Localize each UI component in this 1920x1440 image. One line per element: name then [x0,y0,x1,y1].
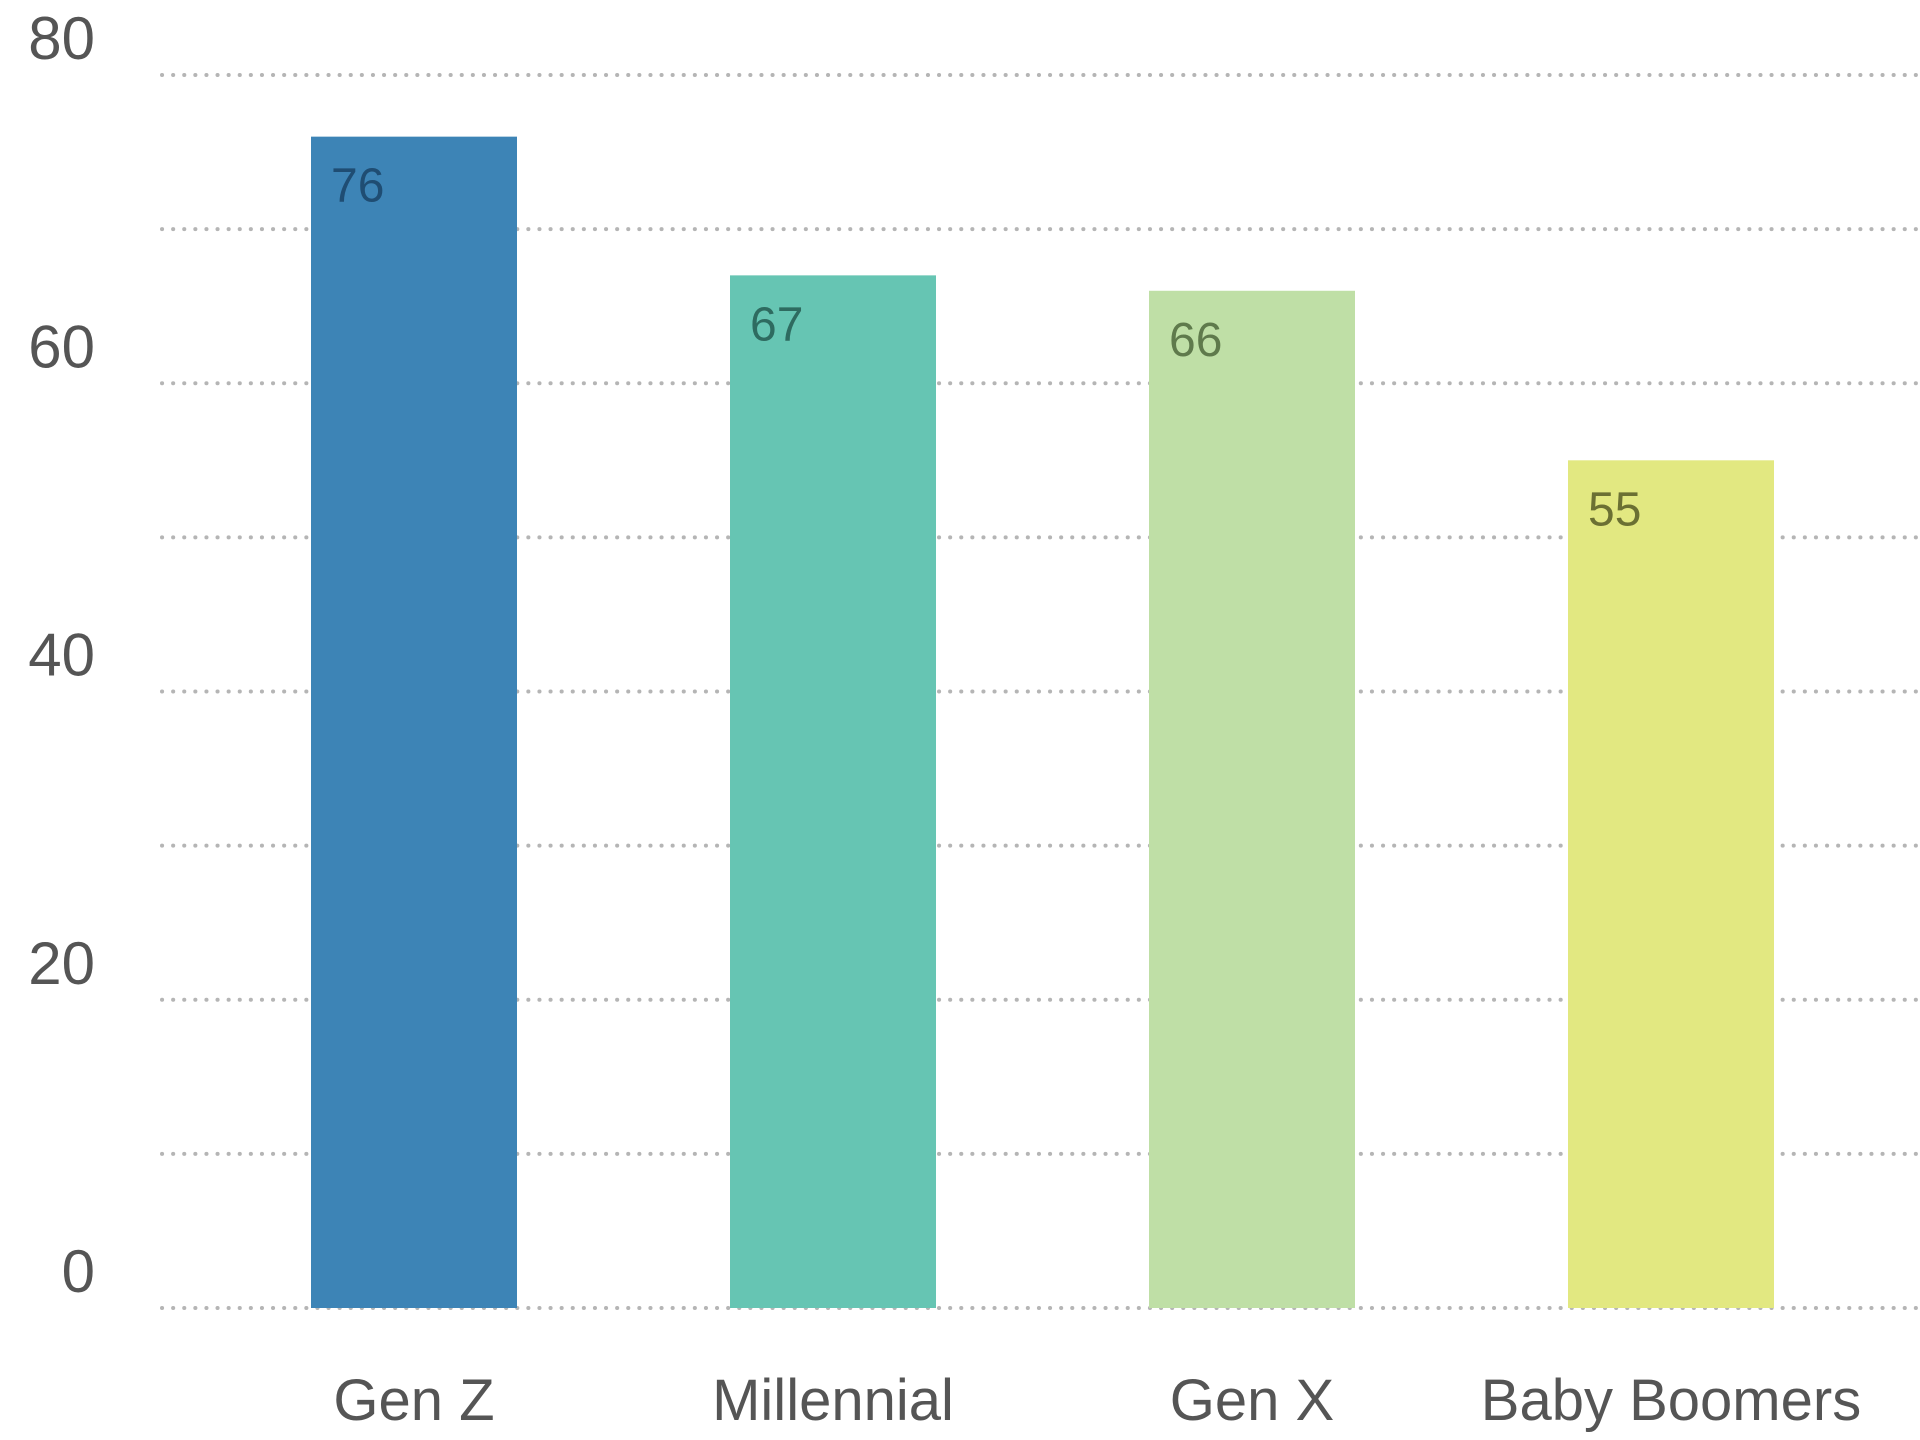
y-tick-label-40: 40 [28,622,95,689]
x-category-label-gen-z: Gen Z [333,1368,494,1433]
bar-gen-x [1149,290,1355,1308]
x-category-label-millennial: Millennial [712,1368,954,1433]
bar-value-label-gen-z: 76 [331,160,384,213]
y-tick-label-60: 60 [28,313,95,380]
x-category-label-gen-x: Gen X [1170,1368,1334,1433]
bar-value-label-baby-boomers: 55 [1588,483,1641,536]
y-axis-tick-labels: 0 20 40 60 80 [28,5,95,1305]
bar-value-labels: 76 67 66 55 [331,160,1641,537]
bars [311,136,1774,1308]
y-tick-label-20: 20 [28,930,95,997]
bar-value-label-gen-x: 66 [1169,314,1222,367]
bar-gen-z [311,136,517,1308]
x-category-label-baby-boomers: Baby Boomers [1481,1368,1861,1433]
y-tick-label-0: 0 [62,1238,95,1305]
bar-millennial [730,275,936,1308]
bar-value-label-millennial: 67 [750,298,803,351]
bar-baby-boomers [1568,460,1774,1308]
y-tick-label-80: 80 [28,5,95,72]
x-axis-category-labels: Gen Z Millennial Gen X Baby Boomers [333,1368,1861,1433]
